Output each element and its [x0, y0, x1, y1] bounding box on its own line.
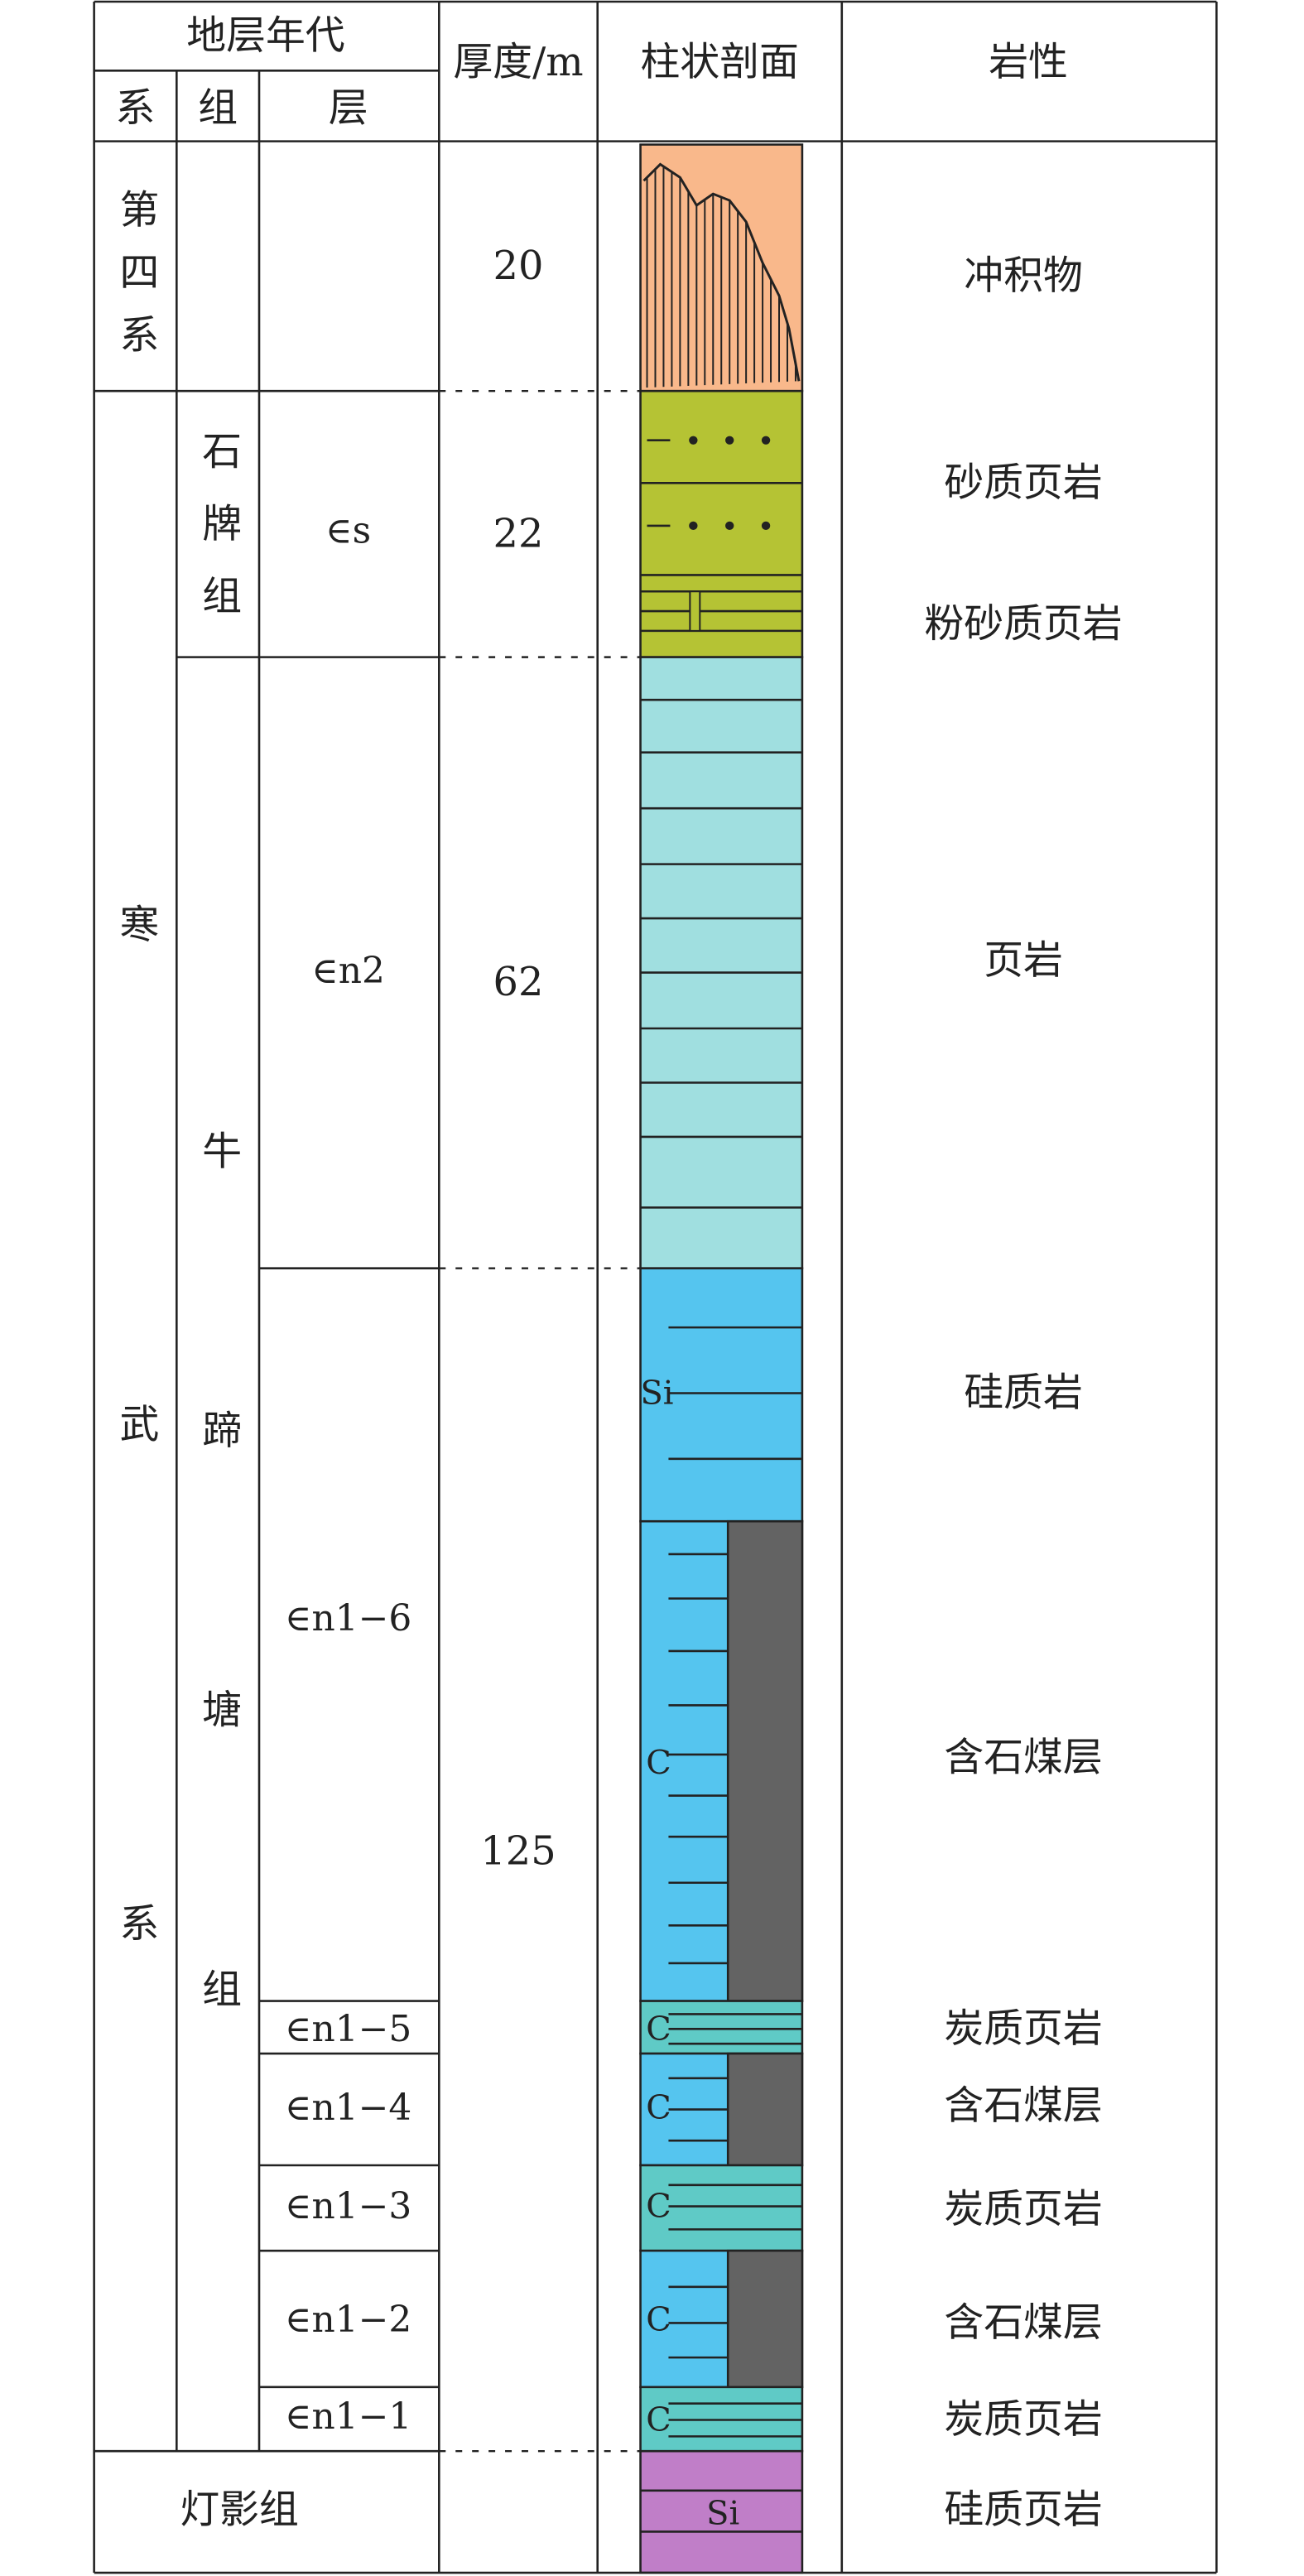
rock-unit: [639, 389, 804, 658]
hill-outline: [642, 162, 801, 382]
lithology: 炭质页岩: [944, 2187, 1102, 2232]
layer-code: ∈n1−2: [285, 2299, 411, 2341]
thickness: 20: [493, 243, 544, 289]
rock-unit: [639, 2449, 804, 2574]
layer-code: ∈s: [325, 509, 371, 551]
mark: [689, 590, 701, 632]
thickness: 125: [480, 1829, 556, 1875]
dot: [761, 521, 771, 531]
column-symbol: C: [646, 2401, 671, 2439]
system-name: 寒武系: [113, 903, 158, 2401]
dot: [689, 521, 698, 531]
rock-unit: [726, 2052, 804, 2167]
layer-code: ∈n1−5: [285, 2008, 411, 2050]
thickness: 62: [493, 960, 544, 1005]
column-symbol: C: [646, 2301, 671, 2339]
group-name: 牛蹄塘组: [195, 1130, 241, 2247]
column-symbol: C: [646, 2089, 671, 2127]
lithology: 含石煤层: [944, 2300, 1102, 2346]
group-name: 石牌组: [195, 431, 241, 648]
dot: [761, 436, 771, 445]
rock-unit: [639, 2000, 804, 2055]
column-symbol: C: [646, 2188, 671, 2226]
column-symbol: Si: [706, 2495, 739, 2533]
header-layer: 层: [329, 86, 368, 132]
thickness: 22: [493, 511, 544, 556]
table-grid: [93, 0, 1218, 2574]
rock-unit: [726, 2249, 804, 2389]
lithology: 粉砂质页岩: [924, 602, 1122, 648]
lithology: 砂质页岩: [944, 460, 1102, 506]
rock-unit: [639, 1267, 804, 1523]
system-name: 第四系: [113, 189, 158, 376]
layer-code: ∈n1−1: [285, 2395, 411, 2438]
column-symbol: C: [646, 2010, 671, 2048]
lithology: 含石煤层: [944, 1736, 1102, 1781]
layer-code: ∈n1−3: [285, 2185, 411, 2227]
header-thickness: 厚度/m: [453, 40, 583, 85]
lithology: 硅质页岩: [944, 2487, 1102, 2533]
group-name: 灯影组: [180, 2487, 299, 2533]
dot: [689, 436, 698, 445]
lithology: 炭质页岩: [944, 2397, 1102, 2443]
header-lithology: 岩性: [989, 40, 1068, 85]
layer-code: ∈n1−6: [285, 1597, 411, 1639]
lithology: 页岩: [984, 938, 1063, 984]
layer-code: ∈n2: [311, 950, 385, 992]
column-symbol: Si: [640, 1375, 673, 1413]
dot: [725, 436, 734, 445]
lithology: 含石煤层: [944, 2083, 1102, 2129]
rock-unit: [639, 656, 804, 1269]
dot: [725, 521, 734, 531]
lithology: 冲积物: [964, 253, 1083, 299]
header-system: 系: [116, 86, 156, 132]
column-symbol: C: [646, 1744, 671, 1782]
layer-code: ∈n1−4: [285, 2087, 411, 2129]
column-graphic: Si C C C C C C Si: [639, 143, 804, 2574]
lithology: 硅质岩: [964, 1370, 1083, 1416]
header-group: 组: [198, 86, 238, 132]
rock-unit: [639, 2164, 804, 2252]
rock-unit: [726, 1519, 804, 2002]
header-title: 地层年代: [186, 13, 344, 59]
header-column: 柱状剖面: [641, 40, 799, 85]
lithology: 炭质页岩: [944, 2006, 1102, 2052]
